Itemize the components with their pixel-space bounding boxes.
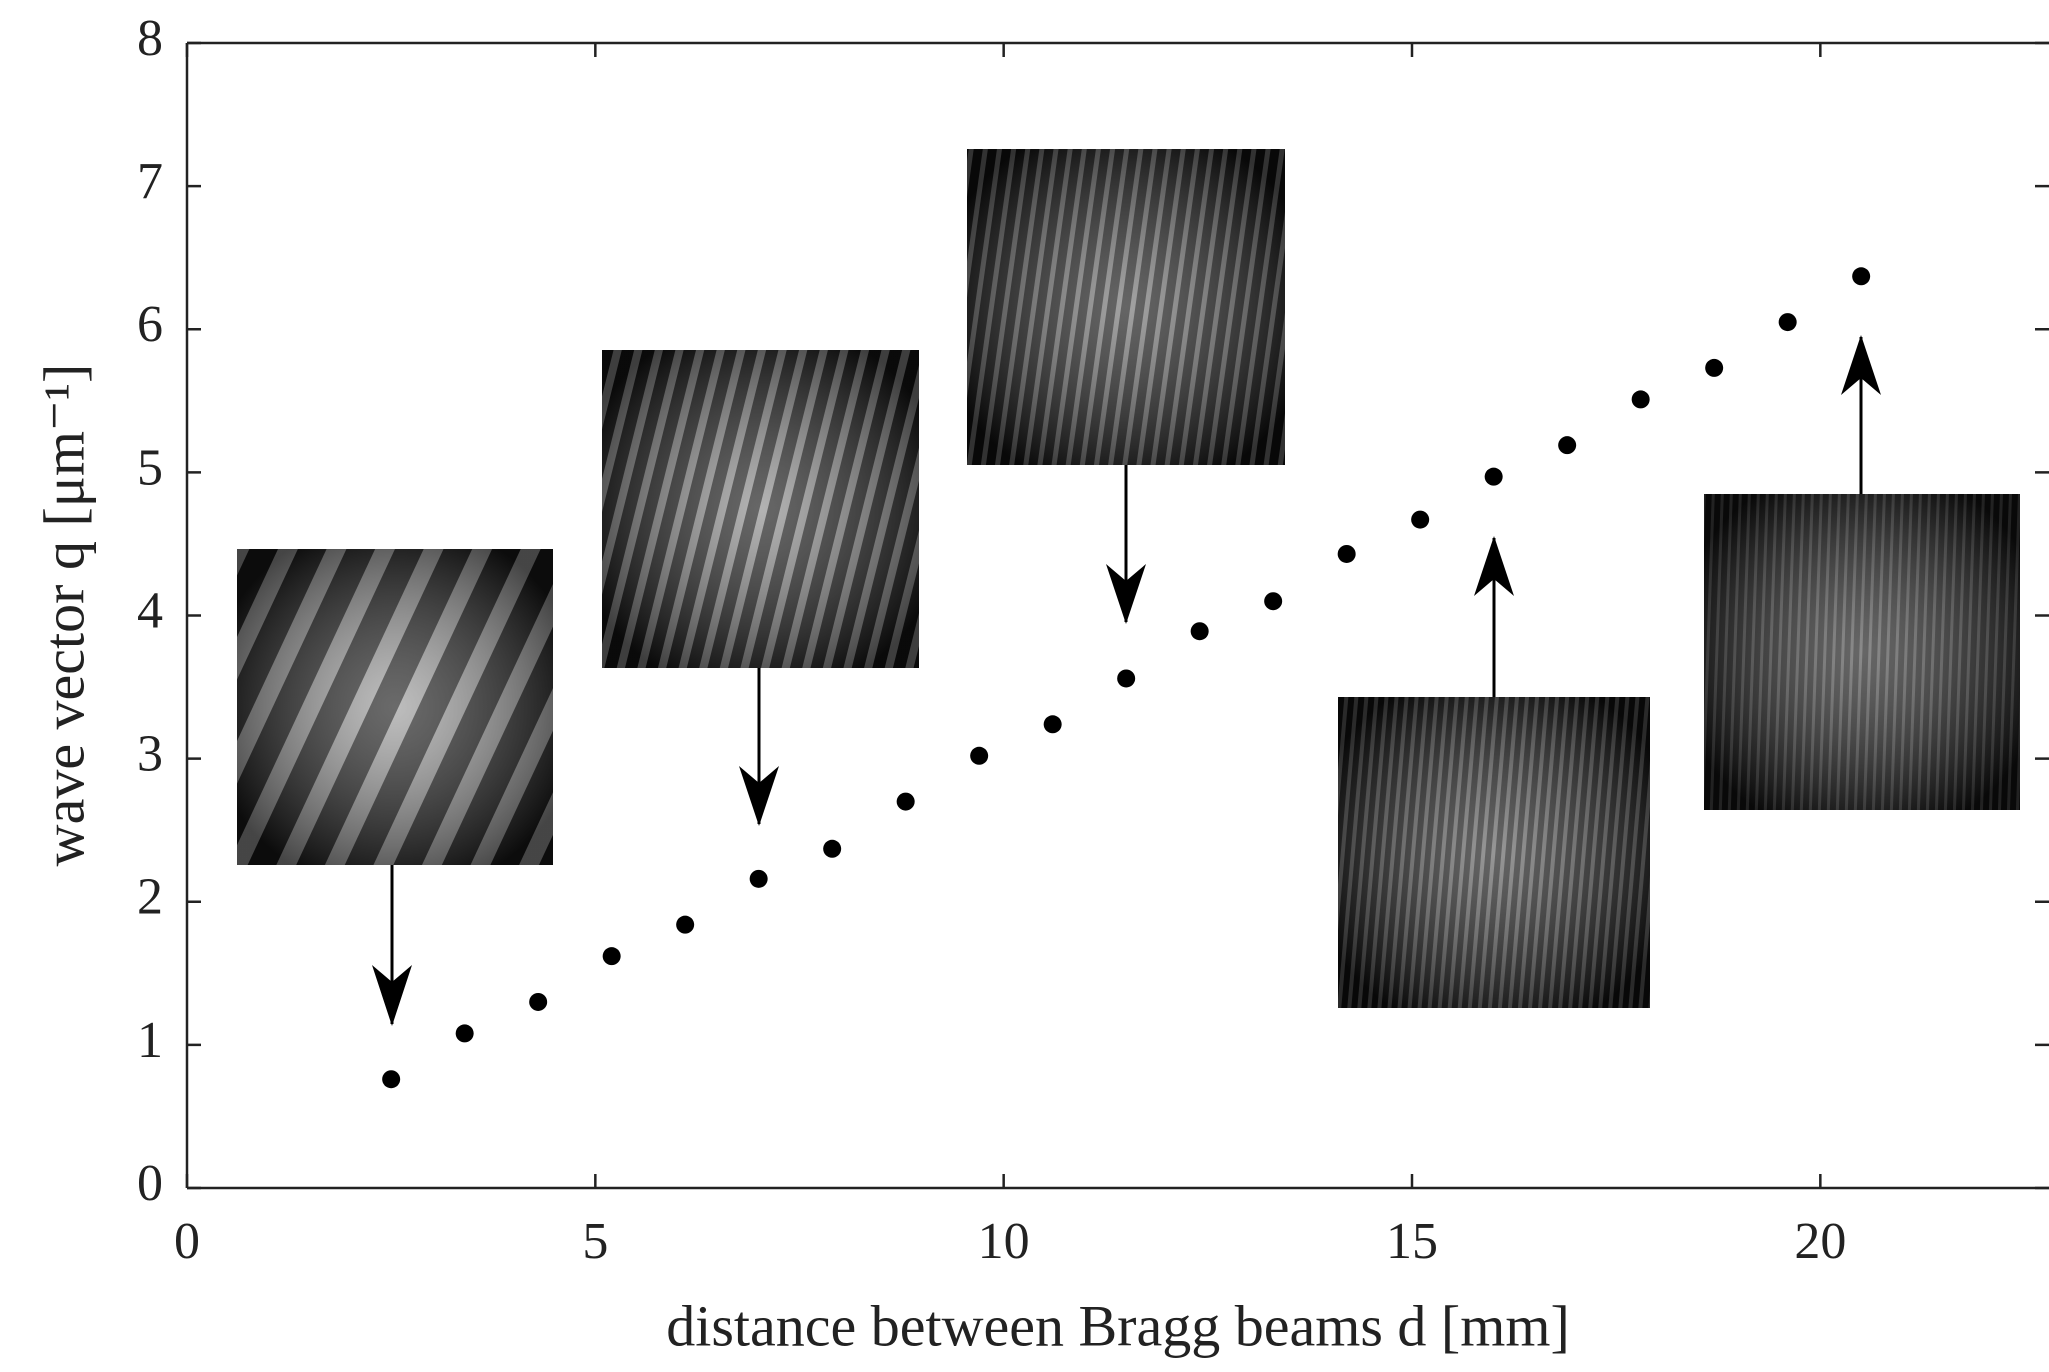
data-point — [1484, 467, 1503, 486]
inset-shade — [967, 149, 1285, 465]
y-axis-label: wave vector q [μm⁻¹] — [31, 364, 96, 867]
inset-shade — [602, 350, 919, 668]
data-point — [602, 947, 621, 966]
x-axis-label: distance between Bragg beams d [mm] — [666, 1293, 1570, 1358]
data-point — [1190, 622, 1209, 641]
data-point — [823, 839, 842, 858]
y-tick-label: 8 — [137, 10, 163, 67]
y-tick-label: 5 — [137, 439, 163, 496]
data-point — [1411, 510, 1430, 529]
inset-shade — [237, 549, 553, 865]
data-point — [1778, 313, 1797, 332]
data-point — [970, 746, 989, 765]
y-tick-label: 2 — [137, 869, 163, 926]
y-tick-label: 4 — [137, 582, 163, 639]
arrow-head — [1106, 564, 1146, 624]
arrow-head — [372, 965, 412, 1026]
data-point — [1264, 592, 1283, 611]
data-point — [676, 915, 695, 934]
x-tick-label: 0 — [174, 1213, 200, 1270]
y-tick-label: 1 — [137, 1012, 163, 1069]
data-point — [1558, 436, 1577, 455]
y-tick-label: 7 — [137, 153, 163, 210]
arrow-head — [739, 766, 779, 826]
inset-shade — [1704, 494, 2020, 810]
x-tick-label: 5 — [582, 1213, 608, 1270]
data-point — [896, 792, 915, 811]
data-point — [1852, 267, 1871, 286]
data-point — [1705, 358, 1724, 377]
y-tick-label: 3 — [137, 726, 163, 783]
x-tick-label: 20 — [1794, 1213, 1846, 1270]
data-point — [455, 1024, 474, 1043]
x-tick-label: 15 — [1386, 1213, 1438, 1270]
data-point — [382, 1070, 401, 1089]
y-tick-label: 6 — [137, 296, 163, 353]
data-point — [1043, 715, 1062, 734]
data-point — [749, 869, 768, 888]
arrows — [372, 335, 1881, 1026]
data-point — [1631, 390, 1650, 409]
y-tick-label: 0 — [137, 1155, 163, 1212]
insets — [237, 149, 2020, 1008]
inset-shade — [1338, 697, 1650, 1008]
data-point — [529, 992, 548, 1011]
arrow-head — [1474, 536, 1514, 596]
arrow-head — [1841, 335, 1881, 395]
x-tick-label: 10 — [978, 1213, 1030, 1270]
data-point — [1337, 544, 1356, 563]
data-point — [1117, 669, 1136, 688]
